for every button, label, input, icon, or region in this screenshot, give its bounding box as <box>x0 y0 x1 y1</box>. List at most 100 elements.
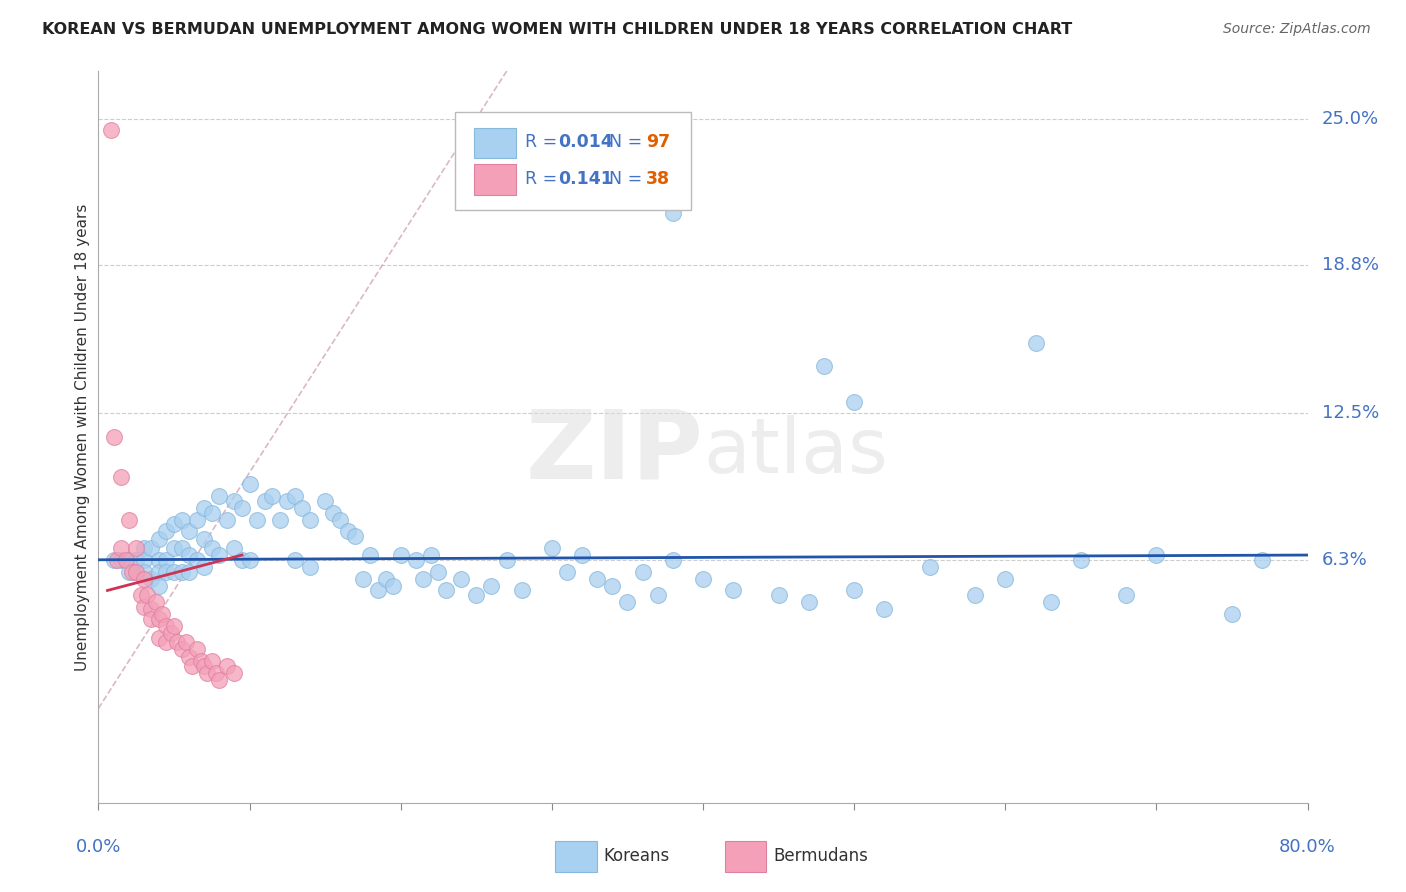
Point <box>170 513 193 527</box>
Point <box>360 548 382 562</box>
Point <box>150 607 173 621</box>
Point <box>352 572 374 586</box>
Point <box>844 583 866 598</box>
Point <box>179 649 201 664</box>
Point <box>555 565 578 579</box>
Point <box>148 532 170 546</box>
Point <box>586 572 609 586</box>
Point <box>179 565 201 579</box>
Text: 80.0%: 80.0% <box>1279 838 1336 856</box>
Point <box>1251 553 1274 567</box>
FancyBboxPatch shape <box>474 164 516 195</box>
Point <box>118 513 141 527</box>
Text: 25.0%: 25.0% <box>1322 110 1379 128</box>
Point <box>208 548 231 562</box>
Point <box>314 493 336 508</box>
Point <box>661 206 683 220</box>
Point <box>465 588 488 602</box>
Point <box>322 506 344 520</box>
Point <box>602 579 624 593</box>
Point <box>723 583 745 598</box>
Point <box>121 565 143 579</box>
Point <box>201 506 224 520</box>
Point <box>155 565 177 579</box>
Point <box>190 654 212 668</box>
Point <box>132 541 155 555</box>
Point <box>253 493 276 508</box>
Point <box>145 595 167 609</box>
Point <box>205 666 228 681</box>
Point <box>239 553 262 567</box>
Point <box>284 553 307 567</box>
Point <box>768 588 790 602</box>
Point <box>141 612 163 626</box>
Point <box>336 524 359 539</box>
Point <box>420 548 443 562</box>
Point <box>193 500 215 515</box>
Point <box>994 572 1017 586</box>
Point <box>405 553 427 567</box>
Point <box>160 626 183 640</box>
FancyBboxPatch shape <box>724 841 766 871</box>
Text: KOREAN VS BERMUDAN UNEMPLOYMENT AMONG WOMEN WITH CHILDREN UNDER 18 YEARS CORRELA: KOREAN VS BERMUDAN UNEMPLOYMENT AMONG WO… <box>42 22 1073 37</box>
Point <box>155 635 177 649</box>
Point <box>163 565 186 579</box>
Point <box>813 359 835 374</box>
Point <box>208 673 231 687</box>
Point <box>661 163 683 178</box>
Point <box>844 394 866 409</box>
Point <box>231 500 253 515</box>
Point <box>450 572 472 586</box>
Point <box>201 654 224 668</box>
Point <box>132 565 155 579</box>
Point <box>631 565 654 579</box>
Text: atlas: atlas <box>703 415 887 489</box>
Point <box>797 595 820 609</box>
Text: 0.141: 0.141 <box>558 169 613 188</box>
Point <box>262 489 284 503</box>
Text: 12.5%: 12.5% <box>1322 404 1379 423</box>
Point <box>125 541 148 555</box>
Point <box>224 541 246 555</box>
Point <box>170 565 193 579</box>
Point <box>540 541 562 555</box>
Text: 97: 97 <box>647 133 671 152</box>
Point <box>132 572 155 586</box>
Text: Koreans: Koreans <box>603 847 671 865</box>
Text: R =: R = <box>526 133 562 152</box>
Point <box>193 559 215 574</box>
Point <box>170 541 193 555</box>
Point <box>141 572 163 586</box>
Point <box>186 553 208 567</box>
Text: 6.3%: 6.3% <box>1322 550 1368 569</box>
Point <box>329 513 352 527</box>
Point <box>382 579 405 593</box>
Point <box>110 541 132 555</box>
FancyBboxPatch shape <box>456 112 690 211</box>
Text: Bermudans: Bermudans <box>773 847 868 865</box>
Point <box>132 553 155 567</box>
Point <box>571 548 593 562</box>
Point <box>495 553 517 567</box>
Point <box>1115 588 1137 602</box>
Point <box>1024 335 1046 350</box>
Point <box>276 493 298 508</box>
Point <box>179 548 201 562</box>
Point <box>1220 607 1243 621</box>
Point <box>166 635 188 649</box>
Point <box>239 477 262 491</box>
Point <box>148 612 170 626</box>
Point <box>1070 553 1092 567</box>
Point <box>193 659 215 673</box>
Point <box>174 635 197 649</box>
Point <box>179 524 201 539</box>
Point <box>616 595 638 609</box>
Point <box>299 513 322 527</box>
Point <box>224 666 246 681</box>
Point <box>195 666 218 681</box>
Point <box>125 553 148 567</box>
Text: N =: N = <box>598 169 648 188</box>
Point <box>181 659 204 673</box>
Point <box>148 553 170 567</box>
Point <box>661 553 683 567</box>
